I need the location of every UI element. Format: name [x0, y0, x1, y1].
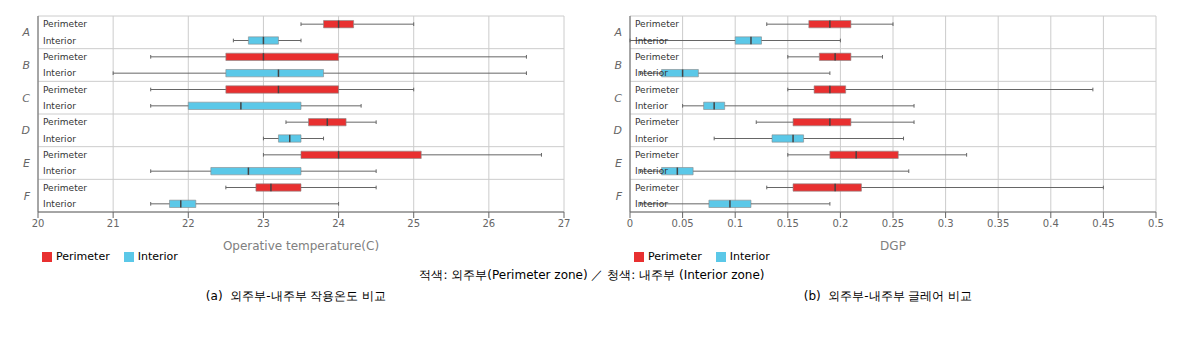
svg-text:Interior: Interior — [635, 199, 668, 209]
svg-text:Perimeter: Perimeter — [43, 85, 87, 95]
html-text:Interior: Interior — [137, 250, 178, 263]
svg-text:A: A — [613, 26, 622, 39]
html-text:Perimeter: Perimeter — [56, 250, 110, 263]
svg-text:Perimeter: Perimeter — [635, 19, 679, 29]
svg-text:26: 26 — [482, 218, 495, 229]
svg-text:0.05: 0.05 — [671, 218, 693, 229]
svg-text:Perimeter: Perimeter — [43, 117, 87, 127]
svg-text:C: C — [614, 92, 622, 105]
svg-text:0.1: 0.1 — [727, 218, 743, 229]
svg-text:0.2: 0.2 — [832, 218, 848, 229]
svg-text:DGP: DGP — [880, 239, 906, 253]
svg-text:Interior: Interior — [635, 101, 668, 111]
svg-text:21: 21 — [107, 218, 120, 229]
svg-text:0.4: 0.4 — [1043, 218, 1059, 229]
svg-text:0.3: 0.3 — [938, 218, 954, 229]
svg-text:Interior: Interior — [43, 199, 76, 209]
svg-text:0.5: 0.5 — [1148, 218, 1164, 229]
svg-text:Perimeter: Perimeter — [43, 183, 87, 193]
svg-text:D: D — [614, 124, 622, 137]
svg-text:Perimeter: Perimeter — [635, 85, 679, 95]
svg-text:Interior: Interior — [43, 68, 76, 78]
svg-text:Perimeter: Perimeter — [635, 183, 679, 193]
svg-text:D: D — [22, 124, 30, 137]
svg-text:22: 22 — [182, 218, 195, 229]
svg-text:A: A — [21, 26, 30, 39]
svg-text:Interior: Interior — [635, 68, 668, 78]
svg-text:C: C — [22, 92, 30, 105]
svg-text:Interior: Interior — [43, 101, 76, 111]
svg-text:E: E — [615, 157, 622, 170]
html-text:Interior: Interior — [729, 250, 770, 263]
html-text:(b) 외주부-내주부 글레어 비교: (b) 외주부-내주부 글레어 비교 — [803, 289, 973, 303]
html-text:적색: 외주부(Perimeter zone) ／ 청색:: 적색: 외주부(Perimeter zone) ／ 청색: 내주부 (Inter… — [419, 268, 765, 282]
svg-text:F: F — [616, 190, 623, 203]
svg-text:23: 23 — [257, 218, 270, 229]
svg-text:Interior: Interior — [635, 36, 668, 46]
svg-text:Perimeter: Perimeter — [635, 150, 679, 160]
svg-text:B: B — [22, 59, 30, 72]
svg-text:24: 24 — [332, 218, 345, 229]
svg-text:20: 20 — [32, 218, 45, 229]
svg-text:0.45: 0.45 — [1092, 218, 1114, 229]
svg-text:Interior: Interior — [43, 134, 76, 144]
svg-text:B: B — [614, 59, 622, 72]
svg-text:Perimeter: Perimeter — [43, 52, 87, 62]
svg-text:E: E — [23, 157, 30, 170]
html-text:(a) 외주부-내주부 작용온도 비교: (a) 외주부-내주부 작용온도 비교 — [205, 289, 387, 303]
svg-text:Perimeter: Perimeter — [43, 19, 87, 29]
svg-text:25: 25 — [407, 218, 420, 229]
svg-text:0.35: 0.35 — [987, 218, 1009, 229]
svg-text:Operative temperature(C): Operative temperature(C) — [223, 239, 379, 253]
svg-text:Interior: Interior — [43, 166, 76, 176]
svg-text:0.25: 0.25 — [882, 218, 904, 229]
svg-text:Interior: Interior — [43, 36, 76, 46]
svg-text:Perimeter: Perimeter — [635, 117, 679, 127]
svg-text:Perimeter: Perimeter — [43, 150, 87, 160]
svg-text:F: F — [24, 190, 31, 203]
svg-text:Interior: Interior — [635, 134, 668, 144]
svg-text:0: 0 — [627, 218, 633, 229]
html-text:Perimeter: Perimeter — [648, 250, 702, 263]
svg-text:0.15: 0.15 — [777, 218, 799, 229]
svg-text:27: 27 — [558, 218, 571, 229]
svg-text:Interior: Interior — [635, 166, 668, 176]
svg-text:Perimeter: Perimeter — [635, 52, 679, 62]
